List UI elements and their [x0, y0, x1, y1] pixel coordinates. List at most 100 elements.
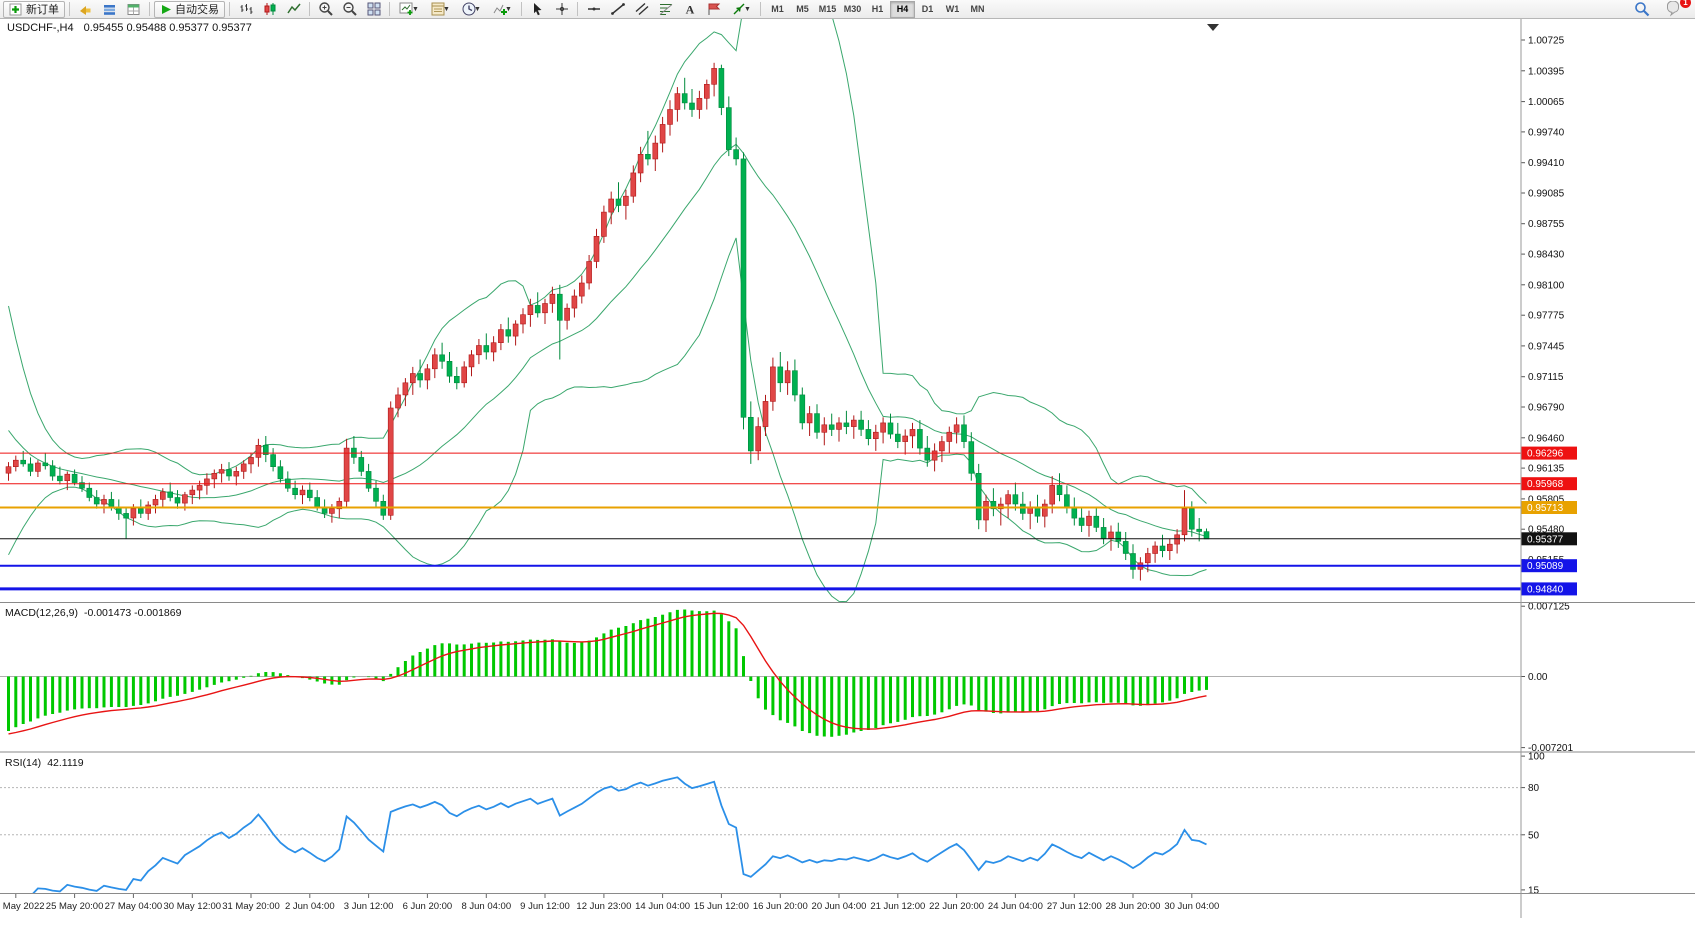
svg-text:15: 15 — [1528, 885, 1540, 896]
chevron-down-icon: ▼ — [744, 5, 751, 13]
new-order-button[interactable]: 新订单 — [3, 0, 65, 18]
svg-text:A: A — [685, 3, 694, 17]
candlestick-icon[interactable] — [258, 1, 281, 18]
symbol-period-label: USDCHF-,H4 — [7, 22, 74, 34]
timeframe-m1[interactable]: M1 — [765, 1, 790, 18]
svg-text:22 Jun 20:00: 22 Jun 20:00 — [929, 901, 984, 912]
new-order-label: 新订单 — [26, 4, 59, 16]
indicators-dropdown[interactable]: ▼ — [487, 1, 517, 18]
svg-text:0.96296: 0.96296 — [1527, 449, 1564, 460]
timeframe-m30[interactable]: M30 — [840, 1, 865, 18]
svg-text:0.97115: 0.97115 — [1528, 372, 1564, 383]
fibonacci-icon[interactable] — [654, 1, 677, 18]
crosshair-icon[interactable] — [550, 1, 573, 18]
new-chart-dropdown[interactable]: ▼ — [394, 1, 424, 18]
bollinger-middle-band — [8, 143, 1207, 537]
price-tag: 0.94840 — [1521, 582, 1577, 596]
price-axis[interactable]: 1.00725 1.00395 1.00065 0.99740 0.99410 0.990… — [1521, 36, 1577, 897]
trendline-icon[interactable] — [606, 1, 629, 18]
data-window-icon[interactable] — [122, 1, 145, 18]
svg-text:0.98755: 0.98755 — [1528, 219, 1565, 230]
svg-text:15 Jun 12:00: 15 Jun 12:00 — [694, 901, 749, 912]
search-icon[interactable] — [1630, 1, 1653, 18]
svg-text:0.94840: 0.94840 — [1527, 584, 1564, 595]
svg-text:9 Jun 12:00: 9 Jun 12:00 — [520, 901, 570, 912]
profiles-dropdown[interactable]: ▼ — [425, 1, 455, 18]
bollinger-lower-band — [8, 237, 1207, 602]
timeframe-group: M1 M5 M15 M30 H1 H4 D1 W1 MN — [765, 0, 990, 18]
bollinger-bands — [8, 19, 1207, 602]
auto-trading-icon — [162, 4, 171, 14]
tile-windows-icon[interactable] — [362, 1, 385, 18]
svg-text:0.99410: 0.99410 — [1528, 158, 1565, 169]
price-tag: 0.96296 — [1521, 446, 1577, 460]
timeframe-m5[interactable]: M5 — [790, 1, 815, 18]
svg-text:30 Jun 04:00: 30 Jun 04:00 — [1164, 901, 1219, 912]
bar-chart-icon[interactable] — [234, 1, 257, 18]
zoom-out-icon[interactable] — [338, 1, 361, 18]
period-dropdown[interactable]: ▼ — [456, 1, 486, 18]
macd-signal-line — [8, 612, 1207, 735]
text-icon[interactable]: A — [678, 1, 701, 18]
svg-text:0.98430: 0.98430 — [1528, 250, 1565, 261]
toolbar-right: 1 — [1630, 0, 1692, 18]
chevron-down-icon: ▼ — [474, 5, 481, 13]
svg-text:0.95480: 0.95480 — [1528, 525, 1565, 536]
svg-text:0.95968: 0.95968 — [1527, 479, 1564, 490]
arrows-dropdown[interactable]: ▼ — [726, 1, 756, 18]
svg-text:0.95089: 0.95089 — [1527, 561, 1564, 572]
timeframe-d1[interactable]: D1 — [915, 1, 940, 18]
cursor-icon[interactable] — [526, 1, 549, 18]
svg-text:0.95377: 0.95377 — [1527, 534, 1564, 545]
horizontal-line-icon[interactable] — [582, 1, 605, 18]
svg-text:0.98100: 0.98100 — [1528, 280, 1565, 291]
svg-text:31 May 20:00: 31 May 20:00 — [222, 901, 280, 912]
svg-text:-0.007201: -0.007201 — [1528, 743, 1573, 754]
svg-text:50: 50 — [1528, 830, 1540, 841]
timeframe-w1[interactable]: W1 — [940, 1, 965, 18]
svg-text:28 Jun 20:00: 28 Jun 20:00 — [1106, 901, 1161, 912]
macd-label: MACD(12,26,9) -0.001473 -0.001869 — [5, 607, 182, 619]
timeframe-h4[interactable]: H4 — [890, 0, 915, 18]
separator — [577, 2, 578, 16]
separator — [389, 2, 390, 16]
auto-trading-button[interactable]: 自动交易 — [154, 0, 225, 18]
rsi-line — [32, 776, 1207, 893]
svg-text:0.96460: 0.96460 — [1528, 433, 1565, 444]
svg-text:1.00065: 1.00065 — [1528, 97, 1565, 108]
separator — [149, 2, 150, 16]
svg-text:16 Jun 20:00: 16 Jun 20:00 — [753, 901, 808, 912]
bollinger-upper-band — [8, 19, 1207, 504]
toolbar: 新订单 自动交易 ▼ ▼ ▼ ▼ A ▼ M1 M — [0, 0, 1695, 19]
svg-text:12 Jun 23:00: 12 Jun 23:00 — [576, 901, 631, 912]
label-icon[interactable] — [702, 1, 725, 18]
svg-text:1.00395: 1.00395 — [1528, 66, 1565, 77]
channel-icon[interactable] — [630, 1, 653, 18]
svg-text:0.007125: 0.007125 — [1528, 602, 1570, 613]
svg-text:0.97445: 0.97445 — [1528, 341, 1565, 352]
time-axis[interactable]: May 2022 25 May 20:00 27 May 04:00 30 May 1… — [3, 894, 1219, 912]
megaphone-icon[interactable] — [74, 1, 97, 18]
svg-text:0.99085: 0.99085 — [1528, 189, 1565, 200]
market-watch-icon[interactable] — [98, 1, 121, 18]
svg-text:20 Jun 04:00: 20 Jun 04:00 — [812, 901, 867, 912]
chevron-down-icon: ▼ — [412, 5, 419, 13]
svg-text:0.00: 0.00 — [1528, 672, 1548, 683]
svg-text:25 May 20:00: 25 May 20:00 — [46, 901, 104, 912]
timeframe-m15[interactable]: M15 — [815, 1, 840, 18]
timeframe-mn[interactable]: MN — [965, 1, 990, 18]
line-chart-icon[interactable] — [282, 1, 305, 18]
separator — [69, 2, 70, 16]
svg-text:0.96790: 0.96790 — [1528, 403, 1565, 414]
chart-shift-marker[interactable] — [1207, 24, 1219, 31]
svg-text:27 Jun 12:00: 27 Jun 12:00 — [1047, 901, 1102, 912]
svg-text:100: 100 — [1528, 752, 1545, 763]
svg-text:2 Jun 04:00: 2 Jun 04:00 — [285, 901, 335, 912]
price-tag: 0.95713 — [1521, 501, 1577, 514]
svg-text:0.95805: 0.95805 — [1528, 494, 1565, 505]
notifications-icon[interactable]: 1 — [1661, 0, 1691, 18]
timeframe-h1[interactable]: H1 — [865, 1, 890, 18]
zoom-in-icon[interactable] — [314, 1, 337, 18]
